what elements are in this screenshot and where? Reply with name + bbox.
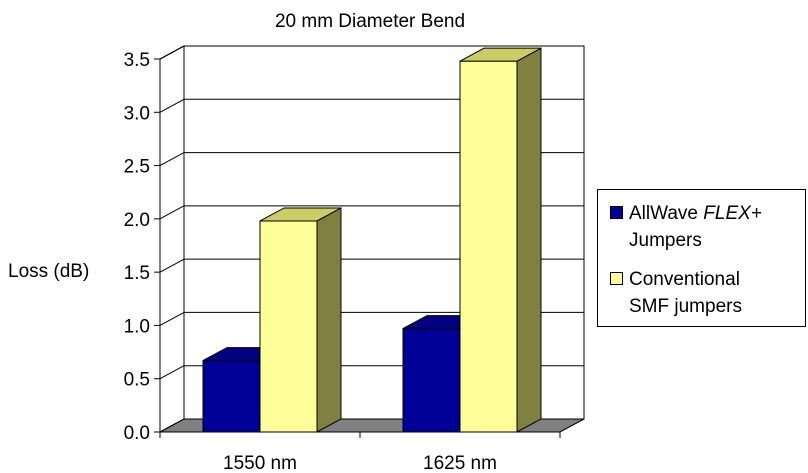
y-tick-label: 3.0 — [124, 103, 150, 124]
legend-swatch-conventional — [610, 272, 623, 285]
plot-area: 0.0 0.5 1.0 1.5 2.0 2.5 3.0 3.5 1550 nm 1625 nm — [124, 45, 585, 473]
x-tick-label: 1625 nm — [423, 453, 497, 473]
gridline-side — [159, 258, 185, 273]
gridline-side — [159, 45, 185, 60]
bar — [459, 60, 518, 433]
gridline-side — [159, 152, 185, 167]
chart-title: 20 mm Diameter Bend — [275, 11, 465, 32]
gridline-side — [159, 98, 185, 113]
side-wall — [159, 45, 185, 433]
y-tick-label: 1.0 — [124, 316, 150, 337]
y-tick-label: 2.0 — [124, 210, 150, 231]
y-tick-label: 1.5 — [124, 263, 150, 284]
bar — [259, 220, 318, 433]
gridline-side — [159, 311, 185, 326]
legend-swatch-allwave — [610, 206, 623, 219]
legend: AllWave FLEX+ Jumpers Conventional SMF jum… — [597, 189, 806, 327]
bar-side — [516, 47, 542, 433]
gridline-side — [159, 365, 185, 380]
gridline-side — [159, 205, 185, 220]
y-tick-label: 0.0 — [124, 423, 150, 444]
legend-label-allwave: AllWave FLEX+ Jumpers — [629, 203, 762, 251]
bar-top — [459, 47, 542, 62]
bar — [402, 328, 461, 433]
legend-item-allwave: AllWave FLEX+ Jumpers — [610, 200, 762, 254]
y-tick-label: 3.5 — [124, 50, 150, 71]
legend-item-conventional: Conventional SMF jumpers — [610, 266, 742, 320]
legend-label-conventional: Conventional SMF jumpers — [629, 269, 742, 317]
bar — [202, 360, 261, 433]
y-axis-label: Loss (dB) — [8, 261, 89, 282]
x-tick-label: 1550 nm — [223, 453, 297, 473]
y-tick-label: 2.5 — [124, 157, 150, 178]
bar-side — [316, 207, 342, 433]
bar-top — [259, 207, 342, 222]
y-tick-label: 0.5 — [124, 370, 150, 391]
